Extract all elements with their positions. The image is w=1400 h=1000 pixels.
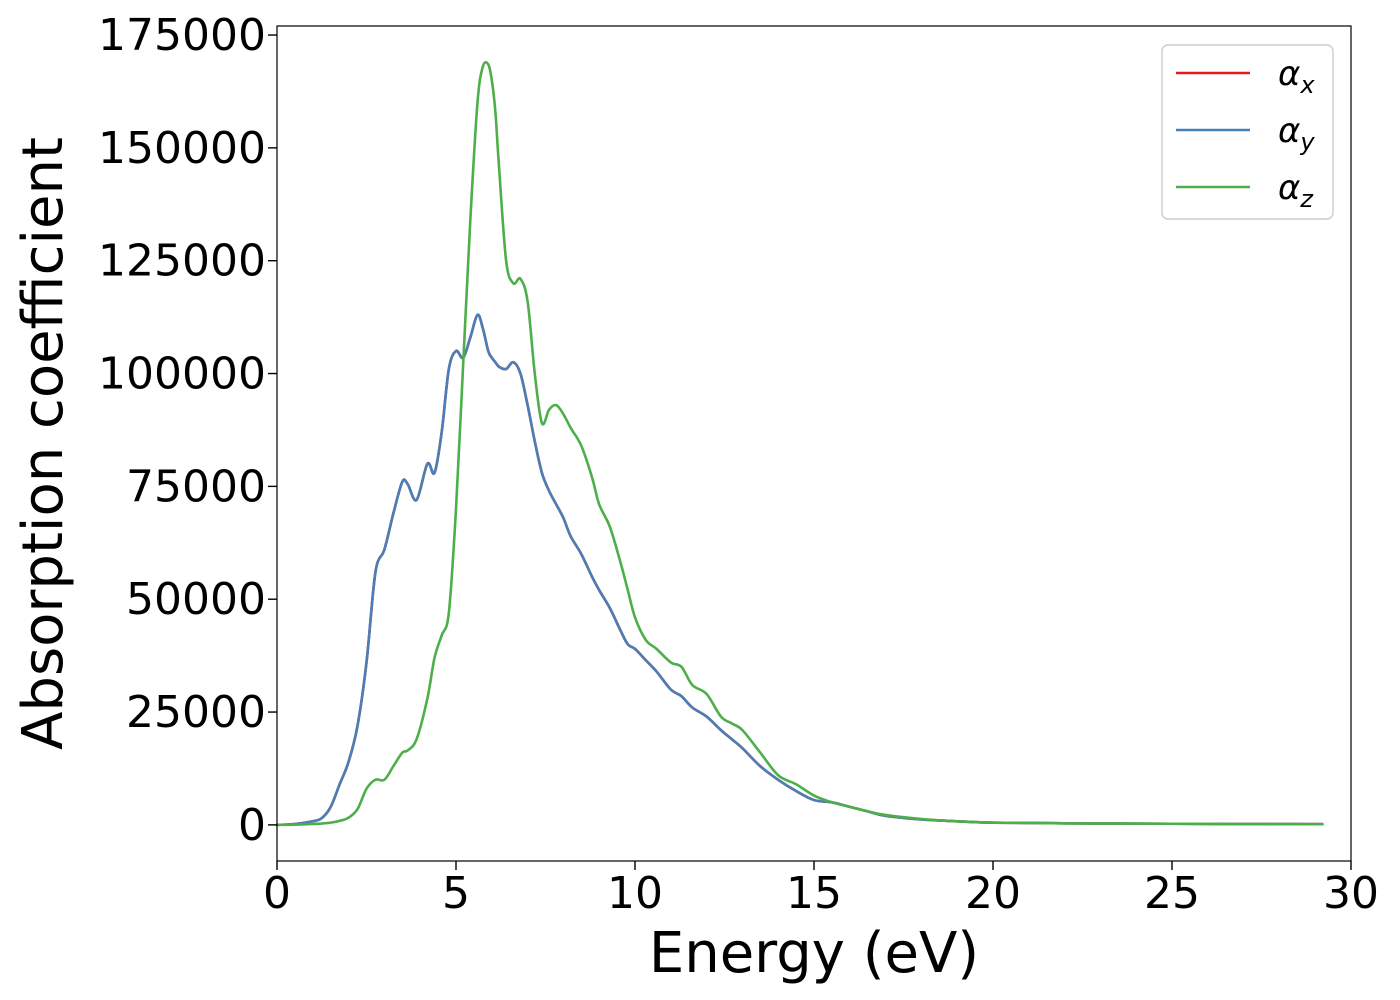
x-tick-label: 25 (1144, 868, 1200, 919)
y-tick-label: 75000 (126, 461, 266, 512)
legend-symbol: α (1278, 168, 1300, 208)
legend-subscript: x (1299, 71, 1315, 99)
y-tick-label: 150000 (98, 123, 266, 174)
legend-label-z: αz (1278, 168, 1314, 213)
legend-subscript: z (1299, 185, 1314, 213)
x-tick-label: 30 (1323, 868, 1379, 919)
legend-symbol: α (1278, 54, 1300, 94)
x-tick-label: 15 (786, 868, 842, 919)
y-axis-label: Absorption coefficient (11, 137, 76, 750)
y-tick-label: 100000 (98, 349, 266, 400)
y-tick-label: 125000 (98, 236, 266, 287)
legend-symbol: α (1278, 111, 1300, 151)
series-line-y (275, 313, 1324, 827)
legend-label-y: αy (1278, 111, 1315, 156)
series-layer (275, 60, 1324, 827)
x-axis-label: Energy (eV) (649, 921, 979, 986)
y-tick-label: 0 (238, 800, 266, 851)
y-axis: 0 25000 50000 75000 100000 125000 150000 175000 (98, 10, 277, 851)
y-tick-label: 50000 (126, 574, 266, 625)
x-tick-label: 5 (442, 868, 470, 919)
series-line-x (275, 313, 1324, 827)
legend-box (1161, 44, 1334, 220)
x-tick-label: 0 (263, 868, 291, 919)
series-line-z (275, 60, 1324, 827)
x-tick-label: 10 (607, 868, 663, 919)
y-tick-label: 25000 (126, 687, 266, 738)
y-tick-label: 175000 (98, 10, 266, 61)
x-axis: 0 5 10 15 20 25 30 (263, 861, 1379, 919)
legend-subscript: y (1299, 128, 1315, 156)
legend-label-x: αx (1278, 54, 1315, 99)
x-tick-label: 20 (965, 868, 1021, 919)
